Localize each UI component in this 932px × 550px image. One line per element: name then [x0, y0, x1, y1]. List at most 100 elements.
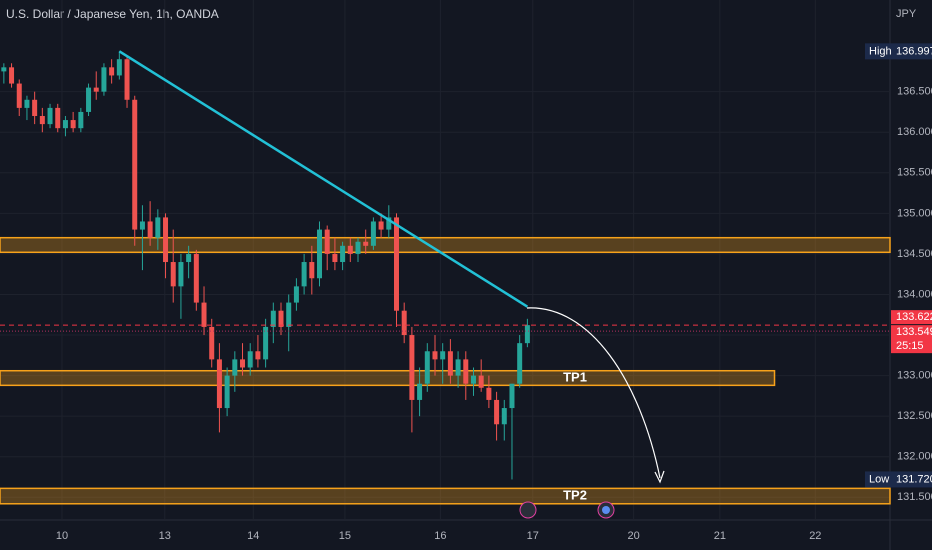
y-tick-label: 133.000: [897, 370, 932, 382]
zone-label: TP1: [563, 369, 587, 384]
y-tick-label: 135.500: [897, 167, 932, 179]
candle-body: [209, 326, 215, 360]
candle-body: [301, 262, 307, 287]
candle-body: [201, 302, 207, 327]
zone-label: TP2: [563, 488, 587, 503]
zone: [0, 236, 891, 254]
candle-body: [501, 408, 507, 425]
candle-body: [170, 262, 176, 287]
candle-body: [278, 310, 284, 327]
x-tick-label: 10: [56, 530, 68, 542]
x-tick-label: 16: [434, 530, 446, 542]
y-tick-label: 136.500: [897, 86, 932, 98]
high-box: [865, 43, 932, 60]
low-label: Low: [869, 473, 889, 485]
candle-body: [93, 87, 99, 92]
zones: TP1 TP2: [0, 236, 891, 505]
candle-body: [470, 375, 476, 384]
y-tick-label: 136.000: [897, 126, 932, 138]
candle-body: [486, 387, 492, 400]
candle-body: [32, 99, 38, 117]
candle-body: [347, 245, 353, 254]
y-tick-label: 131.500: [897, 491, 932, 503]
y-tick-label: 132.000: [897, 451, 932, 463]
high-label: High: [869, 45, 892, 57]
candle-body: [124, 59, 130, 100]
mark-price-label: 133.549: [896, 326, 932, 338]
candle-body: [409, 335, 415, 400]
candle-body: [424, 351, 430, 384]
candle-body: [78, 111, 84, 129]
candle-body: [193, 253, 199, 303]
candle-body: [517, 343, 523, 384]
candle-body: [524, 325, 530, 344]
y-tick-label: 135.000: [897, 207, 932, 219]
candle-body: [16, 83, 22, 108]
candle-body: [317, 229, 323, 279]
zone: [0, 369, 776, 387]
x-tick-label: 14: [247, 530, 259, 542]
candle-body: [455, 359, 461, 376]
candle-body: [178, 262, 184, 287]
candle-body: [109, 67, 115, 76]
candle-body: [263, 326, 269, 360]
arrow-head: [654, 470, 665, 484]
last-price-label: 133.622: [896, 311, 932, 323]
candle-body: [39, 116, 45, 125]
candle-body: [386, 217, 392, 230]
candle-body: [440, 351, 446, 360]
candle-body: [401, 310, 407, 336]
candle-body: [463, 359, 469, 384]
x-tick-label: 21: [714, 530, 726, 542]
candle-body: [255, 351, 261, 360]
y-tick-label: 134.500: [897, 248, 932, 260]
candle-body: [286, 302, 292, 327]
candle-body: [494, 399, 500, 425]
candle-body: [355, 241, 361, 254]
candle-body: [340, 245, 346, 263]
candle-body: [240, 359, 246, 368]
candle-body: [309, 262, 315, 279]
candle-body: [147, 221, 153, 238]
candle-body: [47, 107, 53, 125]
candle-body: [447, 351, 453, 376]
grid: [0, 0, 890, 520]
chart-title: U.S. Dollar / Japanese Yen, 1h, OANDA: [6, 7, 219, 21]
x-tick-label: 17: [527, 530, 539, 542]
candle-body: [293, 286, 299, 303]
low-value: 131.720: [896, 473, 932, 485]
candle-body: [270, 310, 276, 327]
candle-body: [132, 99, 138, 230]
candle-body: [101, 67, 107, 92]
event-icon[interactable]: [519, 501, 537, 519]
candle-body: [139, 221, 145, 230]
candle-body: [224, 375, 230, 409]
y-tick-label: 134.000: [897, 288, 932, 300]
candle-body: [247, 351, 253, 368]
candle-body: [509, 383, 515, 409]
flag-icon: [602, 506, 610, 514]
trendline: [118, 50, 529, 308]
candle-body: [55, 107, 61, 129]
candle-body: [332, 253, 338, 263]
x-tick-label: 20: [627, 530, 639, 542]
candle-body: [216, 359, 222, 409]
y-tick-label: 132.500: [897, 410, 932, 422]
candles: [1, 51, 530, 480]
candle-body: [363, 241, 369, 246]
candle-body: [155, 217, 161, 238]
forecast-arrow: [526, 307, 661, 479]
candle-body: [24, 99, 30, 108]
currency: JPY: [896, 8, 917, 20]
low-box: [865, 471, 932, 488]
candle-body: [1, 67, 7, 72]
candle-body: [62, 120, 68, 129]
candle-body: [370, 221, 376, 246]
price-box: [891, 325, 932, 354]
price-box: [891, 310, 932, 325]
x-tick-label: 22: [809, 530, 821, 542]
x-tick-label: 15: [339, 530, 351, 542]
overlay: [0, 50, 890, 332]
